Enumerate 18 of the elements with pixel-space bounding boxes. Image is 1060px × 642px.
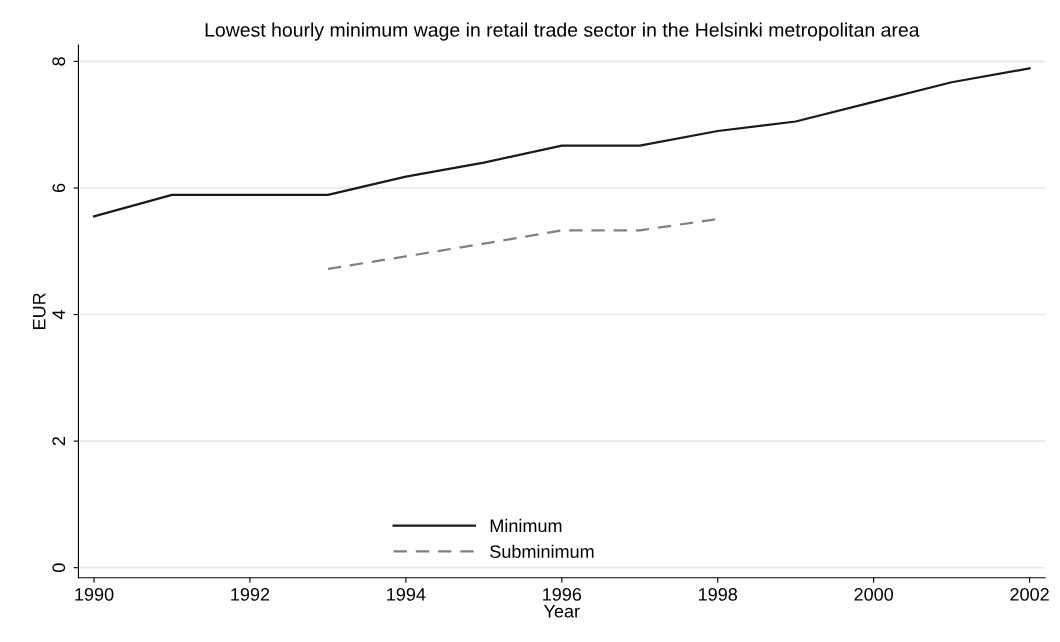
y-tick-label: 2: [52, 436, 65, 446]
x-tick-label: 1990: [75, 588, 114, 601]
y-tick-label: 8: [52, 57, 66, 66]
chart-title: Lowest hourly minimum wage in retail trade sector in the Helsinki metropolitan area: [205, 22, 920, 41]
x-tick-label: 1994: [387, 588, 426, 601]
y-tick-label: 6: [52, 183, 66, 193]
legend-label: Subminimum: [490, 544, 594, 558]
y-tick-label: 4: [52, 310, 65, 320]
y-tick-label: 0: [52, 563, 66, 572]
x-tick-label: 1992: [231, 588, 270, 601]
line-series: [92, 67, 1031, 218]
x-tick-label: 1998: [699, 588, 738, 601]
x-tick-label: 2000: [854, 588, 894, 601]
x-tick-label: 2002: [1010, 588, 1049, 601]
y-axis-title: EUR: [32, 293, 46, 329]
legend-label: Minimum: [490, 518, 562, 533]
x-axis-title: Year: [543, 605, 580, 618]
x-tick-label: 1996: [543, 588, 582, 601]
